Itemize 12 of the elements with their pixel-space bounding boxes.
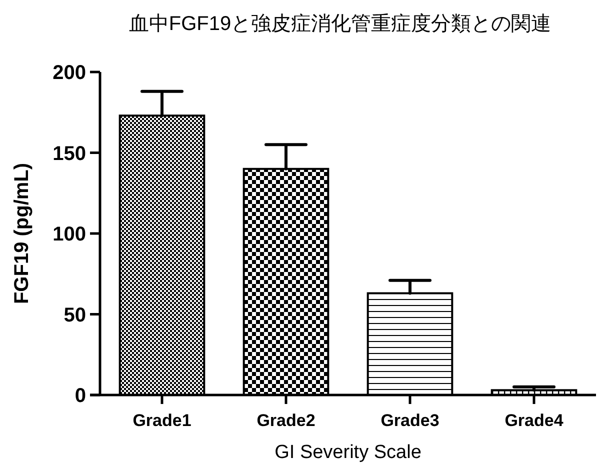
y-tick-label: 0 <box>74 385 86 407</box>
x-tick-label: Grade4 <box>504 411 564 430</box>
chart-title: 血中FGF19と強皮症消化管重症度分類との関連 <box>128 13 552 35</box>
x-axis-title: GI Severity Scale <box>274 442 422 463</box>
x-tick-label: Grade2 <box>256 411 316 430</box>
y-tick-label: 50 <box>64 304 86 326</box>
y-axis-title: FGF19 (pg/mL) <box>11 162 33 304</box>
y-tick-label: 150 <box>52 142 86 165</box>
x-tick-label: Grade3 <box>380 411 440 430</box>
y-tick-label: 100 <box>52 224 86 246</box>
x-tick-label: Grade1 <box>132 411 192 430</box>
y-tick-label: 200 <box>52 62 86 84</box>
